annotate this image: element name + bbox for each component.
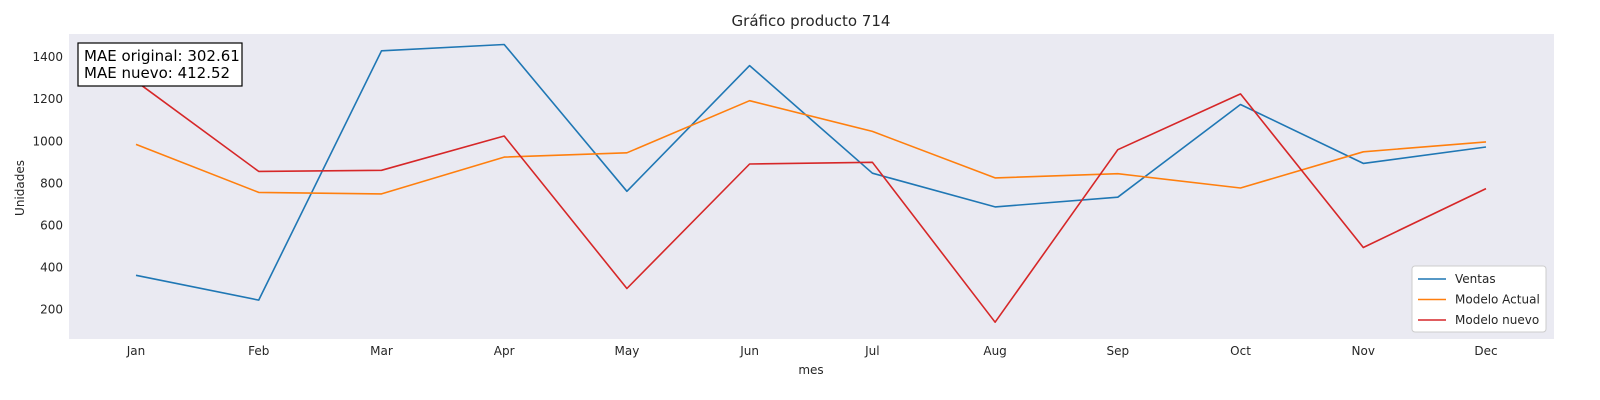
legend-label: Ventas — [1455, 272, 1496, 286]
annotation-box — [77, 42, 243, 87]
plot-area — [69, 34, 1554, 339]
x-tick-label: Mar — [370, 344, 393, 358]
chart-title: Gráfico producto 714 — [732, 12, 891, 30]
y-tick-label: 200 — [40, 303, 63, 317]
x-tick-label: Feb — [248, 344, 269, 358]
y-tick-label: 1200 — [32, 92, 63, 106]
x-tick-label: May — [615, 344, 640, 358]
y-tick-label: 600 — [40, 218, 63, 232]
legend-label: Modelo Actual — [1455, 293, 1540, 307]
x-tick-label: Dec — [1474, 344, 1497, 358]
series-line-modelo-nuevo — [135, 80, 1487, 324]
x-tick-labels: Jan Feb Mar Apr May Jun Jul Aug Sep Oct Nov Dec — [126, 344, 1498, 358]
x-tick-label: Oct — [1230, 344, 1251, 358]
mae-annotation: MAE original: 302.61 MAE nuevo: 412.52 — [77, 42, 243, 87]
y-tick-label: 1400 — [32, 50, 63, 64]
y-tick-labels: 200 400 600 800 1000 1200 1400 — [32, 50, 63, 316]
series-line-modelo-actual — [135, 99, 1487, 195]
x-tick-label: Jan — [126, 344, 146, 358]
x-tick-label: Aug — [983, 344, 1006, 358]
y-tick-label: 800 — [40, 176, 63, 190]
legend-box — [1411, 265, 1547, 333]
x-tick-label: Nov — [1352, 344, 1375, 358]
x-tick-label: Jun — [739, 344, 759, 358]
y-tick-label: 400 — [40, 260, 63, 274]
annotation-mae-original: MAE original: 302.61 — [84, 47, 240, 65]
x-tick-label: Sep — [1107, 344, 1130, 358]
annotation-mae-nuevo: MAE nuevo: 412.52 — [84, 64, 230, 82]
legend: Ventas Modelo Actual Modelo nuevo — [1411, 265, 1547, 333]
x-axis-label: mes — [798, 363, 823, 377]
y-tick-label: 1000 — [32, 134, 63, 148]
x-tick-label: Apr — [494, 344, 515, 358]
series-lines — [135, 43, 1487, 324]
y-axis-label: Unidades — [13, 160, 27, 216]
series-line-ventas — [135, 43, 1487, 301]
legend-label: Modelo nuevo — [1455, 313, 1539, 327]
x-tick-label: Jul — [864, 344, 879, 358]
